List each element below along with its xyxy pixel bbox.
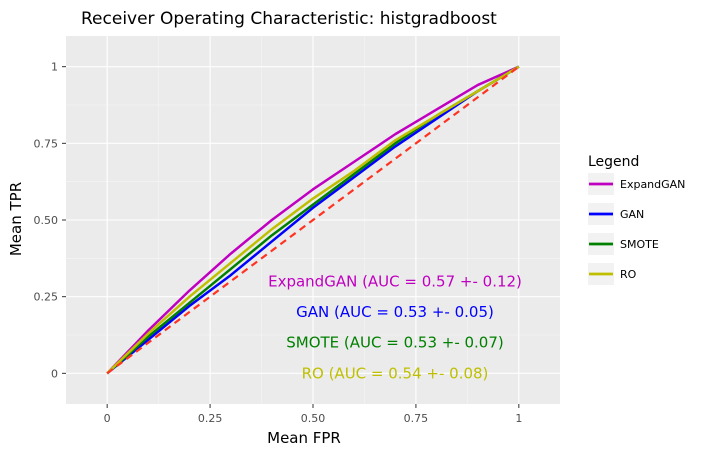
axes: 0 0.25 0.50 0.75 1 0 0.25 0.50 0.75 1 — [34, 61, 523, 425]
y-tick-label: 0 — [51, 367, 58, 380]
auc-annotation: SMOTE (AUC = 0.53 +- 0.07) — [286, 334, 504, 352]
y-axis-title: Mean TPR — [7, 182, 25, 256]
x-tick-label: 1 — [515, 412, 522, 425]
auc-annotation: RO (AUC = 0.54 +- 0.08) — [302, 364, 489, 382]
y-tick-label: 0.50 — [34, 214, 59, 227]
chance-diagonal-line — [106, 65, 520, 375]
legend-label: RO — [620, 268, 637, 281]
legend-label: SMOTE — [620, 238, 659, 251]
x-tick-label: 0 — [104, 412, 111, 425]
x-axis-title: Mean FPR — [267, 429, 341, 447]
series-lines — [106, 65, 520, 375]
chart-title: Receiver Operating Characteristic: histg… — [81, 9, 497, 29]
series-line-gan — [106, 65, 520, 375]
y-tick-label: 0.75 — [34, 137, 59, 150]
auc-annotations: ExpandGAN (AUC = 0.57 +- 0.12) GAN (AUC =… — [268, 272, 522, 382]
auc-annotation: ExpandGAN (AUC = 0.57 +- 0.12) — [268, 272, 522, 290]
x-tick-label: 0.50 — [301, 412, 326, 425]
legend-title: Legend — [588, 154, 639, 170]
series-line-ro — [106, 65, 520, 375]
legend-label: ExpandGAN — [620, 178, 685, 191]
series-line-expandgan — [106, 65, 520, 375]
x-tick-label: 0.75 — [404, 412, 429, 425]
y-tick-label: 1 — [51, 61, 58, 74]
auc-annotation: GAN (AUC = 0.53 +- 0.05) — [296, 303, 494, 321]
x-tick-label: 0.25 — [198, 412, 223, 425]
legend-label: GAN — [620, 208, 644, 221]
legend: Legend ExpandGAN GAN SMOTE RO — [588, 154, 685, 285]
y-tick-label: 0.25 — [34, 291, 59, 304]
